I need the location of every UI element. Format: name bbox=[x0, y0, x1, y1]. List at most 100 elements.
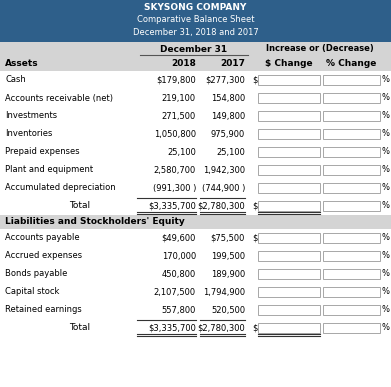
Text: Assets: Assets bbox=[5, 59, 39, 68]
Text: $: $ bbox=[252, 233, 257, 243]
Text: %: % bbox=[382, 324, 390, 332]
Bar bbox=[0, 319, 391, 337]
Bar bbox=[323, 129, 380, 139]
Text: 2,107,500: 2,107,500 bbox=[154, 288, 196, 296]
Bar bbox=[0, 71, 391, 89]
Text: Increase or (Decrease): Increase or (Decrease) bbox=[266, 45, 374, 53]
Text: December 31: December 31 bbox=[160, 45, 228, 53]
Bar bbox=[323, 305, 380, 315]
Bar bbox=[0, 229, 391, 247]
Text: 975,900: 975,900 bbox=[211, 130, 245, 139]
Bar bbox=[258, 93, 320, 103]
Text: $75,500: $75,500 bbox=[211, 233, 245, 243]
Bar bbox=[0, 0, 391, 42]
Bar bbox=[0, 56, 391, 71]
Text: 520,500: 520,500 bbox=[211, 305, 245, 315]
Bar bbox=[0, 125, 391, 143]
Text: Total: Total bbox=[70, 202, 91, 211]
Bar bbox=[323, 323, 380, 333]
Text: $ Change: $ Change bbox=[265, 59, 313, 68]
Bar bbox=[323, 201, 380, 211]
Text: Total: Total bbox=[70, 324, 91, 332]
Text: %: % bbox=[382, 252, 390, 260]
Text: $: $ bbox=[252, 324, 257, 332]
Bar bbox=[258, 305, 320, 315]
Text: Investments: Investments bbox=[5, 111, 57, 120]
Text: (744,900 ): (744,900 ) bbox=[202, 183, 245, 192]
Bar bbox=[323, 269, 380, 279]
Bar bbox=[0, 42, 391, 56]
Bar bbox=[323, 93, 380, 103]
Bar bbox=[0, 265, 391, 283]
Text: 1,794,900: 1,794,900 bbox=[203, 288, 245, 296]
Text: %: % bbox=[382, 183, 390, 192]
Text: 2017: 2017 bbox=[220, 59, 245, 68]
Bar bbox=[258, 111, 320, 121]
Text: 271,500: 271,500 bbox=[162, 111, 196, 120]
Text: Accrued expenses: Accrued expenses bbox=[5, 252, 82, 260]
Bar bbox=[258, 287, 320, 297]
Text: 154,800: 154,800 bbox=[211, 94, 245, 103]
Text: $3,335,700: $3,335,700 bbox=[148, 324, 196, 332]
Text: %: % bbox=[382, 166, 390, 175]
Text: %: % bbox=[382, 111, 390, 120]
Bar bbox=[0, 161, 391, 179]
Bar bbox=[0, 215, 391, 229]
Text: 2,580,700: 2,580,700 bbox=[154, 166, 196, 175]
Text: 557,800: 557,800 bbox=[161, 305, 196, 315]
Text: Inventories: Inventories bbox=[5, 130, 52, 139]
Text: %: % bbox=[382, 94, 390, 103]
Text: %: % bbox=[382, 147, 390, 156]
Text: SKYSONG COMPANY: SKYSONG COMPANY bbox=[144, 3, 247, 12]
Bar bbox=[258, 323, 320, 333]
Bar bbox=[258, 269, 320, 279]
Text: 1,050,800: 1,050,800 bbox=[154, 130, 196, 139]
Text: 1,942,300: 1,942,300 bbox=[203, 166, 245, 175]
Text: Accumulated depreciation: Accumulated depreciation bbox=[5, 183, 116, 192]
Text: 189,900: 189,900 bbox=[211, 269, 245, 279]
Bar bbox=[258, 147, 320, 157]
Text: %: % bbox=[382, 202, 390, 211]
Bar bbox=[323, 111, 380, 121]
Text: 450,800: 450,800 bbox=[162, 269, 196, 279]
Text: $2,780,300: $2,780,300 bbox=[197, 202, 245, 211]
Bar bbox=[0, 197, 391, 215]
Text: 219,100: 219,100 bbox=[162, 94, 196, 103]
Text: 170,000: 170,000 bbox=[162, 252, 196, 260]
Bar bbox=[323, 75, 380, 85]
Bar bbox=[323, 251, 380, 261]
Bar bbox=[258, 165, 320, 175]
Text: 25,100: 25,100 bbox=[167, 147, 196, 156]
Text: Prepaid expenses: Prepaid expenses bbox=[5, 147, 80, 156]
Bar bbox=[0, 247, 391, 265]
Text: $277,300: $277,300 bbox=[205, 75, 245, 84]
Bar bbox=[323, 183, 380, 193]
Text: %: % bbox=[382, 288, 390, 296]
Text: Comparative Balance Sheet: Comparative Balance Sheet bbox=[137, 15, 254, 24]
Bar bbox=[0, 301, 391, 319]
Bar bbox=[323, 165, 380, 175]
Text: $49,600: $49,600 bbox=[161, 233, 196, 243]
Text: Accounts receivable (net): Accounts receivable (net) bbox=[5, 94, 113, 103]
Text: %: % bbox=[382, 233, 390, 243]
Text: 199,500: 199,500 bbox=[211, 252, 245, 260]
Text: $: $ bbox=[252, 202, 257, 211]
Bar bbox=[323, 233, 380, 243]
Bar bbox=[0, 107, 391, 125]
Bar bbox=[0, 89, 391, 107]
Text: $2,780,300: $2,780,300 bbox=[197, 324, 245, 332]
Bar bbox=[0, 143, 391, 161]
Text: 25,100: 25,100 bbox=[216, 147, 245, 156]
Text: Plant and equipment: Plant and equipment bbox=[5, 166, 93, 175]
Text: %: % bbox=[382, 130, 390, 139]
Text: Accounts payable: Accounts payable bbox=[5, 233, 80, 243]
Bar bbox=[258, 251, 320, 261]
Bar bbox=[258, 129, 320, 139]
Text: % Change: % Change bbox=[326, 59, 377, 68]
Bar bbox=[258, 201, 320, 211]
Text: $: $ bbox=[252, 75, 257, 84]
Text: (991,300 ): (991,300 ) bbox=[152, 183, 196, 192]
Bar bbox=[258, 183, 320, 193]
Text: $3,335,700: $3,335,700 bbox=[148, 202, 196, 211]
Text: %: % bbox=[382, 305, 390, 315]
